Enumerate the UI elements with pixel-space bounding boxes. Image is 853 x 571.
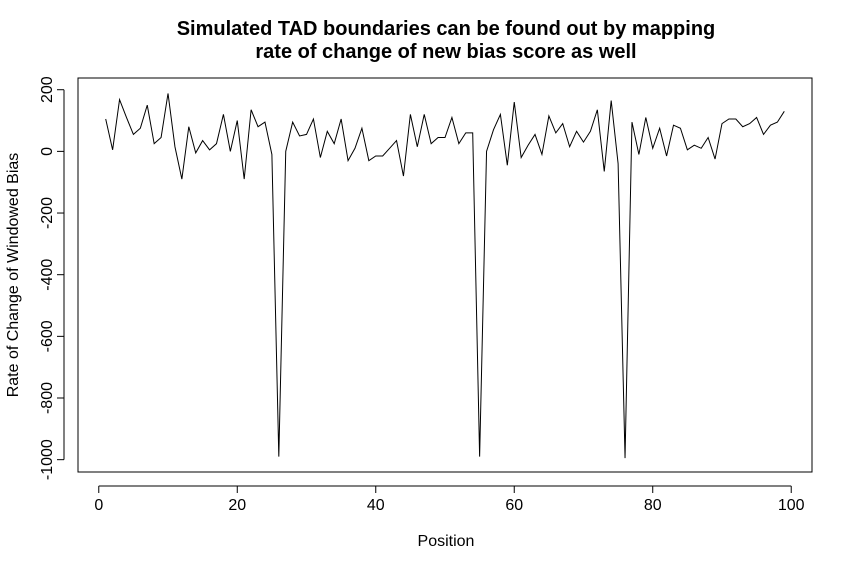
x-tick-label: 0 — [94, 497, 103, 514]
plot-frame — [77, 77, 813, 473]
y-axis: 200 0 -200 -400 -600 -800 -1000 — [39, 76, 65, 480]
y-tick-label: -600 — [39, 320, 56, 352]
y-tick-label: 0 — [39, 147, 56, 156]
x-tick-label: 80 — [644, 497, 662, 514]
y-tick-label: -1000 — [39, 439, 56, 480]
y-axis-label: Rate of Change of Windowed Bias — [5, 153, 22, 398]
y-tick-label: -800 — [39, 382, 56, 414]
x-tick-label: 100 — [778, 497, 805, 514]
y-tick-label: 200 — [39, 76, 56, 103]
y-tick-label: -200 — [39, 197, 56, 229]
series-line — [105, 93, 785, 459]
y-tick-label: -400 — [39, 259, 56, 291]
x-tick-label: 60 — [505, 497, 523, 514]
x-tick-label: 40 — [367, 497, 385, 514]
x-axis: 0 20 40 60 80 100 — [94, 485, 805, 514]
x-axis-label: Position — [418, 533, 475, 550]
chart-title-line-2: rate of change of new bias score as well — [255, 41, 636, 63]
x-tick-label: 20 — [228, 497, 246, 514]
chart-title-line-1: Simulated TAD boundaries can be found ou… — [177, 18, 716, 40]
